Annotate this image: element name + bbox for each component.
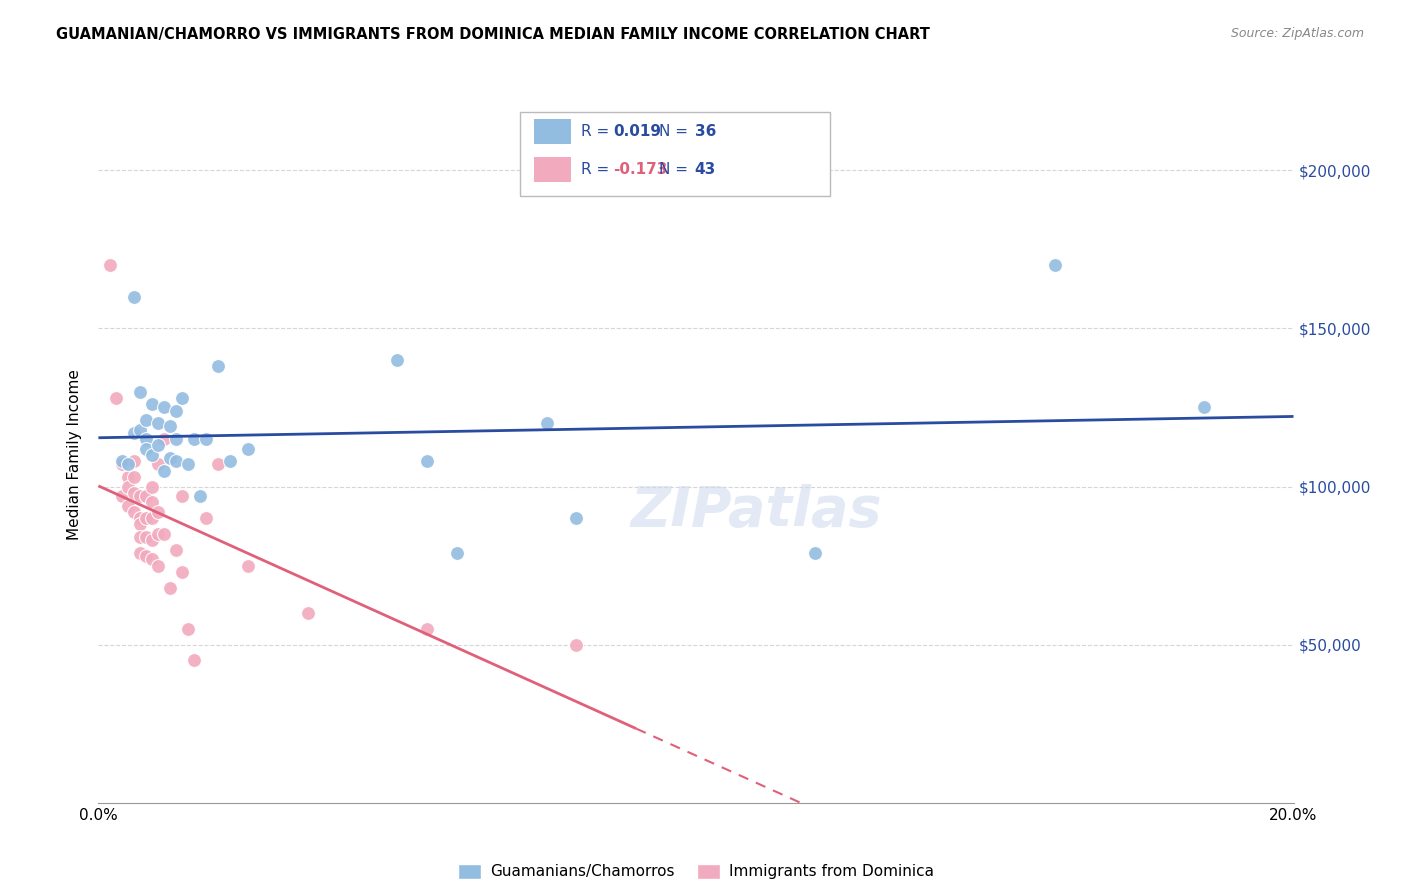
Point [135, 413, 157, 427]
Point [1043, 258, 1066, 272]
Point [124, 425, 146, 440]
Point [124, 470, 146, 484]
Point [207, 359, 229, 374]
Point [111, 454, 134, 468]
Point [129, 511, 152, 525]
Point [536, 417, 558, 431]
Point [117, 479, 139, 493]
Point [165, 432, 187, 446]
Point [124, 454, 146, 468]
Point [117, 499, 139, 513]
Point [159, 451, 181, 466]
Text: GUAMANIAN/CHAMORRO VS IMMIGRANTS FROM DOMINICA MEDIAN FAMILY INCOME CORRELATION : GUAMANIAN/CHAMORRO VS IMMIGRANTS FROM DO… [56, 27, 931, 42]
Point [159, 419, 181, 434]
Point [141, 511, 163, 525]
Point [207, 458, 229, 472]
Point [177, 622, 200, 636]
Point [111, 489, 134, 503]
Point [105, 391, 128, 405]
Point [804, 546, 827, 560]
Point [165, 454, 187, 468]
Point [172, 489, 194, 503]
Point [148, 505, 170, 519]
Point [565, 511, 588, 525]
Point [124, 505, 146, 519]
Point [148, 527, 170, 541]
Text: 36: 36 [695, 124, 716, 138]
Point [236, 442, 259, 456]
Point [148, 417, 170, 431]
Point [135, 511, 157, 525]
Text: R =: R = [581, 124, 614, 138]
Point [153, 527, 176, 541]
Point [153, 401, 176, 415]
Point [416, 622, 439, 636]
Point [111, 458, 134, 472]
Point [416, 454, 439, 468]
Point [236, 558, 259, 573]
Point [135, 549, 157, 563]
Text: -0.173: -0.173 [613, 162, 668, 177]
Point [195, 432, 218, 446]
Point [159, 581, 181, 595]
Text: 0.019: 0.019 [613, 124, 661, 138]
Point [117, 470, 139, 484]
Point [172, 565, 194, 579]
Point [135, 432, 157, 446]
Point [446, 546, 468, 560]
Point [141, 495, 163, 509]
Point [141, 479, 163, 493]
Point [148, 458, 170, 472]
Point [124, 486, 146, 500]
Legend: Guamanians/Chamorros, Immigrants from Dominica: Guamanians/Chamorros, Immigrants from Do… [451, 857, 941, 886]
Point [153, 464, 176, 478]
Text: R =: R = [581, 162, 614, 177]
Point [219, 454, 242, 468]
Point [100, 258, 122, 272]
Point [165, 542, 187, 557]
Point [135, 442, 157, 456]
Text: Source: ZipAtlas.com: Source: ZipAtlas.com [1230, 27, 1364, 40]
Point [129, 517, 152, 532]
Point [129, 546, 152, 560]
Point [117, 458, 139, 472]
Point [135, 530, 157, 544]
Point [129, 489, 152, 503]
Y-axis label: Median Family Income: Median Family Income [67, 369, 83, 541]
Point [183, 432, 205, 446]
Point [124, 290, 146, 304]
Point [172, 391, 194, 405]
Point [141, 448, 163, 462]
Point [148, 558, 170, 573]
Point [1192, 401, 1215, 415]
Point [129, 423, 152, 437]
Point [183, 653, 205, 667]
Point [129, 384, 152, 399]
Point [297, 606, 319, 620]
Text: N =: N = [659, 124, 693, 138]
Point [565, 638, 588, 652]
Text: N =: N = [659, 162, 693, 177]
Text: 43: 43 [695, 162, 716, 177]
Point [135, 489, 157, 503]
Point [188, 489, 211, 503]
Text: ZIPatlas: ZIPatlas [630, 483, 882, 538]
Point [141, 552, 163, 566]
Point [141, 533, 163, 548]
Point [177, 458, 200, 472]
Point [141, 397, 163, 411]
Point [129, 530, 152, 544]
Point [153, 432, 176, 446]
Point [195, 511, 218, 525]
Point [148, 438, 170, 452]
Point [385, 353, 409, 368]
Point [165, 403, 187, 417]
